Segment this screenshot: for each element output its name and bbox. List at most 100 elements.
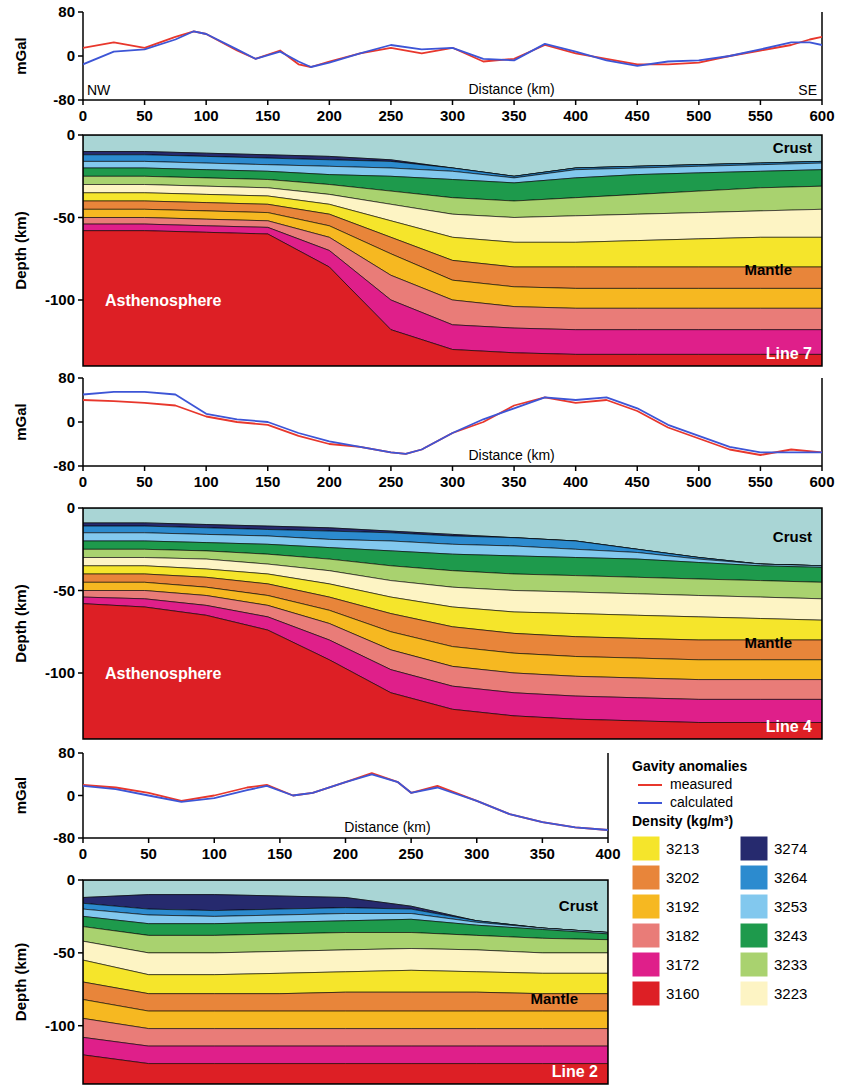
legend-swatch [638,802,662,804]
x-tick [452,466,454,471]
y-axis-title: mGal [12,403,29,441]
legend-swatch [740,981,768,1006]
x-tick [390,466,392,471]
x-tick-label: 100 [194,473,219,490]
legend-label: 3274 [774,840,807,857]
x-tick-label: 500 [686,107,711,124]
y-tick-label: 0 [67,413,75,430]
legend-label: 3160 [666,985,699,1002]
x-tick [205,100,207,105]
y-axis-title: Depth (km) [12,584,29,662]
x-tick-label: 300 [440,107,465,124]
x-tick [821,466,823,471]
y-tick-label: 0 [67,871,75,888]
plot-area [83,135,822,366]
x-tick-label: 200 [333,845,358,862]
legend-swatch [632,981,660,1006]
x-tick [637,466,639,471]
x-tick-label: 450 [625,473,650,490]
density-layer [83,1037,608,1063]
x-tick-label: 50 [140,845,157,862]
x-tick [698,466,700,471]
y-tick [78,879,83,881]
x-tick-label: 150 [255,473,280,490]
x-tick-label: 100 [194,107,219,124]
x-tick [82,466,84,471]
y-tick-label: -50 [53,209,75,226]
x-tick [476,838,478,843]
plot-area [83,392,822,455]
crust-label: Crust [773,528,812,545]
legend-label: 3253 [774,898,807,915]
line-title: Line 7 [766,345,812,362]
x-tick-label: 0 [79,473,87,490]
gravity-line [83,31,822,67]
right-edge [607,753,609,838]
legend-label: measured [670,776,732,792]
x-tick [279,838,281,843]
x-tick-label: 50 [136,473,153,490]
y-tick [78,507,83,509]
x-tick [698,100,700,105]
line-title: Line 4 [766,718,812,735]
density-layer [83,231,822,366]
y-tick [78,795,83,797]
x-tick-label: 100 [202,845,227,862]
gravity-line [83,392,822,454]
y-tick-label: -80 [53,457,75,474]
y-tick [78,672,83,674]
x-tick-label: 400 [563,473,588,490]
x-tick-label: 600 [809,107,834,124]
x-tick-label: 0 [79,107,87,124]
x-tick-label: 600 [809,473,834,490]
plot-area [83,508,822,739]
x-tick [513,466,515,471]
density-layer [83,1000,608,1029]
x-axis-title: Distance (km) [344,819,430,835]
figure: -80080mGal050100150200250300350400450500… [0,0,846,1092]
plot-frame [83,880,608,1084]
x-tick [144,466,146,471]
legend-label: 3192 [666,898,699,915]
legend-title: Density (kg/m³) [632,813,733,829]
legend-label: 3182 [666,927,699,944]
y-tick-label: 0 [67,499,75,516]
density-layer [83,941,608,975]
x-tick [82,100,84,105]
density-layer [83,982,608,1011]
density-layer [83,927,608,953]
legend-label: 3213 [666,840,699,857]
x-tick [637,100,639,105]
x-tick-label: 250 [378,473,403,490]
x-tick [214,838,216,843]
legend-swatch [632,952,660,977]
y-tick [78,55,83,57]
y-tick [78,590,83,592]
density-layer [83,1018,608,1046]
x-tick-label: 50 [136,107,153,124]
direction-label: NW [87,82,111,98]
x-tick [542,838,544,843]
y-tick-label: 0 [67,47,75,64]
y-tick-label: -100 [45,291,75,308]
x-axis-title: Distance (km) [468,81,554,97]
y-tick [78,1025,83,1027]
x-tick [575,466,577,471]
x-tick-label: 150 [255,107,280,124]
direction-label: SE [798,82,817,98]
x-tick [821,100,823,105]
legend-swatch [632,894,660,919]
x-tick [452,100,454,105]
x-tick [410,838,412,843]
y-tick-label: -100 [45,1017,75,1034]
y-tick-label: 80 [58,744,75,761]
mantle-label: Mantle [744,261,792,278]
y-tick [78,952,83,954]
mantle-label: Mantle [744,634,792,651]
line-title: Line 2 [552,1063,598,1080]
crust-label: Crust [559,897,598,914]
x-tick-label: 400 [563,107,588,124]
legend-swatch [632,923,660,948]
x-tick [513,100,515,105]
x-tick [267,100,269,105]
